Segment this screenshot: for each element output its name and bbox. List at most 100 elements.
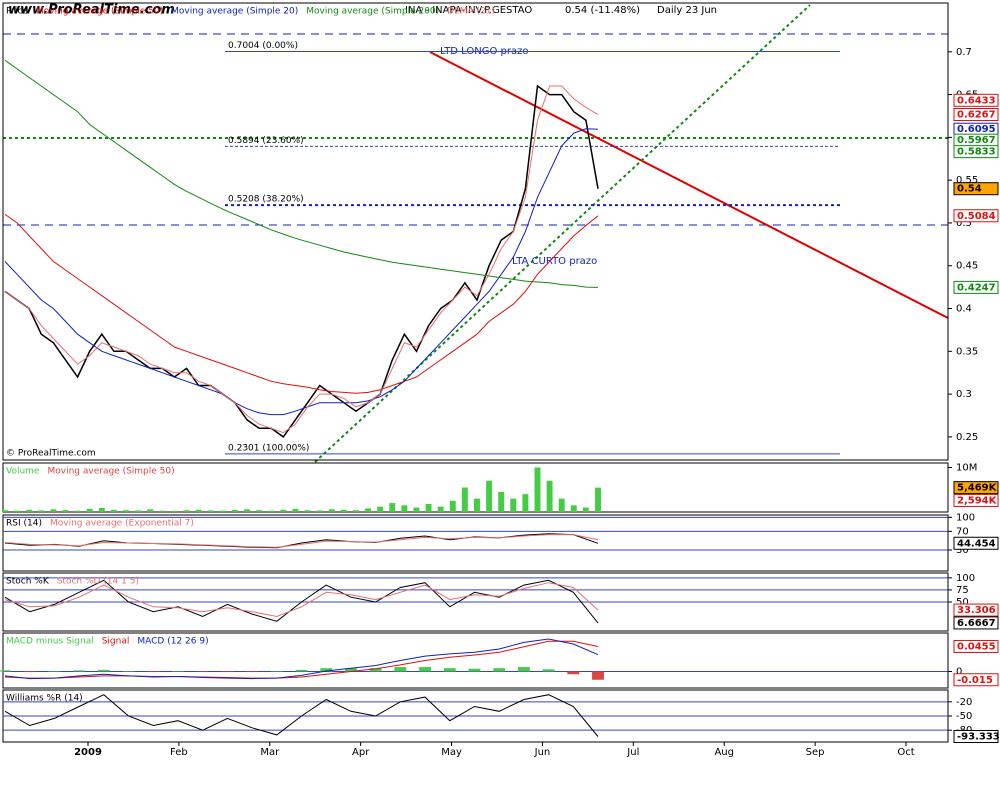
fib-label: 0.5208 (38.20%) (228, 195, 304, 205)
bar (195, 509, 202, 512)
bar (389, 503, 396, 512)
x-tick-label: Sep (806, 747, 825, 758)
series-line (4, 579, 599, 624)
bar (50, 509, 57, 512)
bar (97, 669, 110, 672)
legend-entry: Moving average (Simple 50) (47, 467, 174, 477)
legend-entry: Moving average (Simple 50) (36, 7, 163, 17)
bar (183, 510, 190, 512)
series-line (4, 582, 599, 618)
series-line (4, 640, 599, 679)
bar (98, 507, 105, 512)
bar (570, 505, 577, 512)
period: Daily 23 Jun (657, 5, 717, 16)
bar (582, 507, 589, 512)
series-line (4, 213, 599, 394)
bar (534, 467, 541, 512)
y-tick-label: 70 (956, 526, 969, 537)
legend-entry: Stoch %D (14 1 5) (57, 577, 139, 587)
bar (316, 510, 323, 512)
bar (592, 671, 604, 680)
bar (38, 510, 45, 512)
y-tick-label: -20 (956, 697, 972, 708)
value-badge (953, 639, 999, 653)
badge-label: 0.6433 (957, 95, 996, 106)
bar (62, 509, 69, 512)
bar (365, 508, 372, 512)
bar (369, 668, 382, 672)
bar (377, 506, 384, 512)
series-line (4, 638, 599, 680)
bar (394, 667, 407, 672)
x-tick-label: Feb (170, 747, 188, 758)
value-badge (953, 729, 999, 743)
bar (352, 510, 359, 512)
value-badge (953, 280, 999, 294)
bar (449, 500, 456, 512)
legend-entry: Volume (6, 467, 40, 477)
value-badge (953, 209, 999, 223)
legend-entry: Williams %R (14) (6, 694, 83, 704)
bar (48, 671, 61, 672)
trendline (314, 4, 811, 463)
legend-entry: Price (6, 7, 28, 17)
badge-label: 0.5833 (957, 147, 996, 158)
legend-entry: Moving average (Simple 200) (306, 7, 439, 17)
y-tick-label: 0 (956, 667, 962, 678)
bar (437, 506, 444, 512)
x-tick-label: 2009 (74, 747, 102, 758)
bar (292, 508, 299, 512)
badge-label: 0.54 (957, 184, 982, 195)
bar (542, 669, 555, 672)
bar (23, 671, 36, 673)
fib-label: 0.7004 (0.00%) (228, 41, 298, 51)
legend-entry: MACD (12 26 9) (137, 637, 208, 647)
series-line (4, 694, 599, 737)
value-badge (953, 108, 999, 122)
bar (595, 487, 601, 512)
legend-entry: Signal (102, 637, 130, 647)
badge-label: 44.454 (957, 538, 996, 549)
series-line (4, 84, 599, 438)
x-tick-label: May (441, 747, 462, 758)
bar (493, 668, 506, 672)
bar (86, 508, 93, 512)
bar (328, 509, 335, 512)
fib-label: 0.2301 (100.00%) (228, 443, 309, 453)
legend-entry: Moving average (Simple 20) (171, 7, 298, 17)
bar (147, 509, 154, 512)
bar (461, 487, 468, 512)
chart-title: INA - INAPA-INV.P.GESTAO (405, 5, 532, 16)
value-badge (953, 93, 999, 107)
bar (413, 507, 420, 512)
legend-entry: Moving average (Exponential 7) (50, 519, 194, 529)
x-tick-label: Oct (897, 747, 914, 758)
bar (26, 509, 33, 512)
bar (123, 510, 129, 512)
bar (122, 671, 135, 672)
bar (256, 510, 263, 512)
bar (196, 671, 209, 673)
series-line (4, 534, 599, 548)
bar (246, 671, 259, 673)
badge-label: 5,469K (957, 483, 998, 494)
bar (419, 667, 431, 672)
y-tick-label: 0.3 (956, 389, 972, 400)
bar (486, 480, 493, 512)
bar (517, 667, 530, 672)
legend-entry: RSI (14) (6, 519, 42, 529)
y-tick-label: 10M (956, 462, 977, 473)
y-tick-label: 75 (956, 585, 969, 596)
y-tick-label: 0.7 (956, 47, 972, 58)
x-tick-label: Apr (352, 747, 370, 758)
bar (268, 510, 275, 512)
y-tick-label: 0.45 (956, 261, 978, 272)
annotation: LTA CURTO prazo (512, 256, 597, 267)
y-tick-label: 0.55 (956, 175, 978, 186)
bar (304, 510, 311, 512)
bar (498, 491, 505, 512)
value-badge (953, 603, 999, 617)
value-badge (953, 616, 999, 630)
bar (159, 510, 166, 512)
